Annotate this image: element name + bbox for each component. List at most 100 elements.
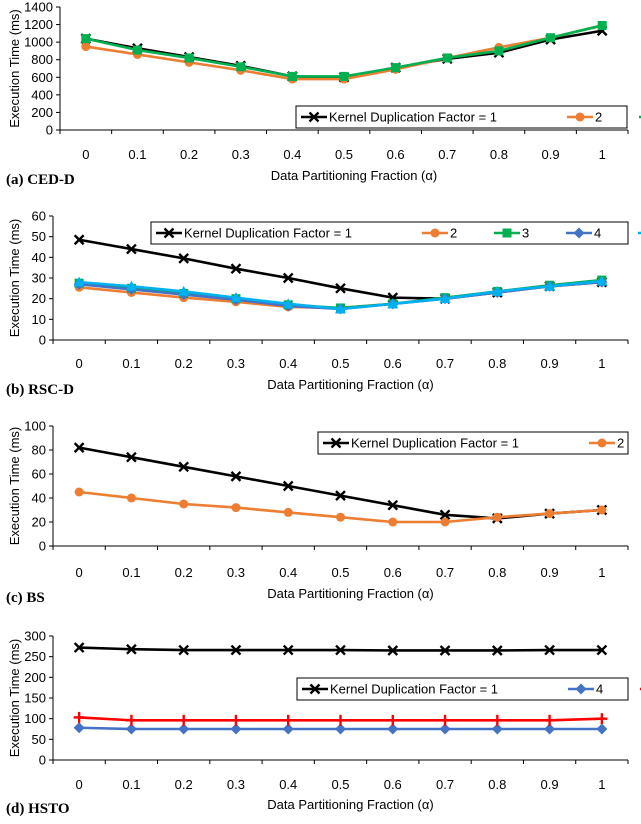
chart-1-series-4-point-6 bbox=[387, 298, 399, 309]
chart-1-y-axis-title: Execution Time (ms) bbox=[7, 219, 22, 337]
chart-3-ytick-label-0: 0 bbox=[39, 753, 46, 768]
chart-0-legend-marker-0-stroke-b bbox=[308, 111, 320, 123]
chart-3-series-0-point-0 bbox=[73, 642, 85, 653]
chart-0-series-2-point-0 bbox=[81, 34, 91, 44]
chart-1-ytick-label-4: 40 bbox=[32, 250, 46, 265]
chart-0-xtick-label-4: 0.4 bbox=[283, 147, 301, 162]
chart-2-series-0-point-7-stroke-b bbox=[439, 509, 451, 521]
chart-3-legend-marker-0-stroke-b bbox=[309, 683, 321, 695]
chart-3-series-1 bbox=[73, 722, 608, 735]
chart-1-series-0-point-5-stroke-b bbox=[335, 282, 346, 294]
chart-2-xtick-label-8: 0.8 bbox=[488, 565, 506, 580]
chart-2-legend-box bbox=[317, 431, 629, 455]
chart-1-series-4-point-9 bbox=[544, 280, 556, 291]
chart-2-series-1-point-9 bbox=[545, 509, 555, 519]
chart-1-series-0-point-3-stroke-b bbox=[230, 263, 242, 275]
chart-1-legend-marker-0 bbox=[163, 227, 175, 239]
chart-0-series-2 bbox=[81, 20, 607, 81]
chart-1-series-0-point-1-stroke-b bbox=[126, 243, 137, 255]
chart-3-xtick-label-5: 0.5 bbox=[331, 777, 349, 792]
chart-1-xtick-label-0: 0 bbox=[76, 356, 83, 371]
chart-2-series-0-line bbox=[78, 446, 602, 520]
chart-1-series-0-point-1 bbox=[126, 243, 137, 255]
chart-2-ytick-label-3: 60 bbox=[32, 467, 46, 482]
chart-2-ytick-label-2: 40 bbox=[32, 491, 46, 506]
chart-0-xtick-label-0: 0 bbox=[82, 147, 89, 162]
chart-3-legend-marker-0 bbox=[309, 683, 321, 695]
chart-3-x-axis-title: Data Partitioning Fraction (α) bbox=[267, 797, 433, 812]
chart-3-series-0-point-8 bbox=[491, 645, 503, 656]
chart-3-series-0-point-10-stroke-b bbox=[596, 644, 608, 656]
chart-3-xtick-label-10: 1 bbox=[598, 777, 605, 792]
chart-3-series-0 bbox=[73, 642, 608, 656]
chart-2-series-1 bbox=[74, 487, 607, 527]
chart-1-legend-entry-2: 3 bbox=[494, 226, 529, 241]
chart-0-xtick-label-9: 0.9 bbox=[542, 147, 560, 162]
chart-1-x-axis-title: Data Partitioning Fraction (α) bbox=[267, 377, 433, 392]
chart-1-series-4-point-2 bbox=[178, 285, 190, 296]
chart-1-series-4-point-0 bbox=[73, 276, 85, 287]
chart-3-series-0-point-5-stroke-b bbox=[335, 644, 346, 656]
chart-3-series-0-point-3-stroke-b bbox=[230, 644, 242, 656]
chart-3-series-1-point-0 bbox=[73, 722, 85, 734]
chart-3-xtick-label-0: 0 bbox=[76, 777, 83, 792]
chart-1-series-4-point-3 bbox=[230, 292, 242, 303]
chart-0: 0 200 400 600 800 1000 1200 1400 0 0.1 0.2 0.3 0.4 0.… bbox=[6, 0, 641, 188]
chart-0-ytick-label-1: 200 bbox=[31, 105, 53, 120]
chart-3-ytick-label-6: 300 bbox=[24, 629, 46, 644]
chart-3-series-1-point-10 bbox=[596, 723, 608, 735]
chart-3-series-2 bbox=[73, 711, 608, 726]
chart-3-xtick-label-7: 0.7 bbox=[436, 777, 454, 792]
chart-2-series-1-point-1 bbox=[126, 493, 136, 503]
chart-0-legend-marker-1 bbox=[575, 112, 585, 122]
chart-2-series-0-point-2 bbox=[178, 461, 190, 473]
chart-3-xtick-label-6: 0.6 bbox=[384, 777, 402, 792]
chart-2-series-0-point-0-stroke-b bbox=[73, 442, 85, 453]
chart-1-legend-entry-3: 4 bbox=[566, 226, 601, 241]
chart-1-legend-label-0: Kernel Duplication Factor = 1 bbox=[184, 226, 352, 241]
chart-2-series-1-point-7 bbox=[440, 517, 450, 527]
chart-3-series-0-point-6 bbox=[387, 645, 399, 656]
chart-0-series-2-line bbox=[85, 24, 603, 78]
chart-3-legend-label-1: 4 bbox=[596, 682, 603, 697]
chart-1-series-0-point-5 bbox=[335, 282, 346, 294]
chart-1-legend-marker-3 bbox=[573, 227, 585, 239]
chart-3-series-2-point-6 bbox=[387, 714, 399, 726]
chart-0-xtick-label-7: 0.7 bbox=[438, 147, 456, 162]
chart-1-series-4-point-7 bbox=[439, 293, 451, 304]
chart-1-series-0-point-4 bbox=[282, 272, 294, 284]
chart-1-series-0-point-4-stroke-b bbox=[282, 272, 294, 284]
chart-3-xtick-label-9: 0.9 bbox=[541, 777, 559, 792]
chart-0-ytick-label-6: 1200 bbox=[24, 17, 53, 32]
chart-3-xtick-label-4: 0.4 bbox=[279, 777, 297, 792]
chart-1-legend-label-1: 2 bbox=[450, 226, 457, 241]
chart-1-series-4-point-8 bbox=[491, 285, 503, 296]
chart-0-legend-label-1: 2 bbox=[595, 110, 602, 125]
chart-2-legend-entry-1: 2 bbox=[589, 436, 624, 451]
chart-1-xtick-label-5: 0.5 bbox=[331, 356, 349, 371]
chart-0-series-2-point-3 bbox=[236, 62, 246, 72]
chart-2-series-1-point-3 bbox=[231, 503, 241, 513]
chart-1-series-4-point-1 bbox=[125, 280, 137, 291]
chart-2-series-1-point-2 bbox=[179, 499, 189, 509]
chart-2-series-0-point-5-stroke-b bbox=[335, 490, 346, 501]
chart-1-series-4-point-4 bbox=[282, 298, 294, 309]
chart-1-ytick-label-3: 30 bbox=[32, 271, 46, 286]
chart-2-xtick-label-3: 0.3 bbox=[227, 565, 245, 580]
chart-1-xtick-label-2: 0.2 bbox=[175, 356, 193, 371]
chart-3-series-0-point-10 bbox=[596, 644, 608, 656]
chart-3-series-0-point-7-stroke-b bbox=[439, 645, 451, 656]
chart-3-series-1-point-4 bbox=[282, 723, 294, 735]
chart-3-ytick-label-1: 50 bbox=[32, 732, 46, 747]
chart-3-series-1-point-5 bbox=[335, 723, 346, 735]
chart-2-series-0-point-6 bbox=[387, 499, 399, 511]
chart-3-series-0-point-1-stroke-b bbox=[126, 643, 137, 655]
chart-1-ytick-label-1: 10 bbox=[32, 312, 46, 327]
chart-1-ytick-label-6: 60 bbox=[32, 209, 46, 224]
chart-3-series-2-point-2 bbox=[178, 714, 190, 726]
chart-1-xtick-label-6: 0.6 bbox=[384, 356, 402, 371]
chart-2-xtick-label-4: 0.4 bbox=[279, 565, 297, 580]
chart-2-legend-marker-0 bbox=[330, 437, 342, 449]
chart-2-x-axis-title: Data Partitioning Fraction (α) bbox=[267, 586, 433, 601]
chart-0-series-2-point-10 bbox=[597, 20, 607, 30]
